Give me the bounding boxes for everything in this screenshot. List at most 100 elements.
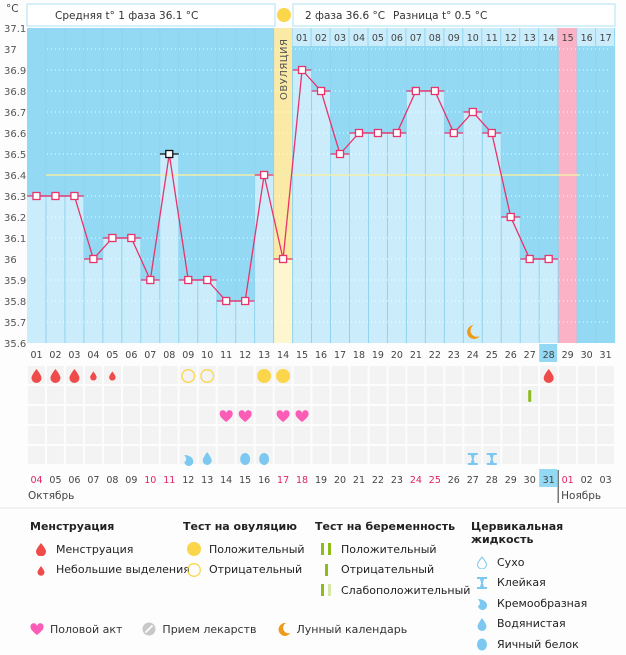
cycle-day-label: 13 bbox=[258, 350, 270, 361]
event-cell bbox=[521, 426, 539, 444]
menstruation-icon bbox=[69, 369, 80, 383]
event-cell bbox=[84, 386, 102, 404]
ovulation-test-positive-icon bbox=[257, 369, 272, 383]
cycle-day-label: 21 bbox=[410, 350, 422, 361]
event-cell bbox=[103, 426, 121, 444]
legend-title: Тест на овуляцию bbox=[183, 520, 297, 533]
pregnancy-test-negative-icon bbox=[528, 390, 532, 402]
event-cell bbox=[540, 386, 558, 404]
post-ovulation-day-cell bbox=[387, 28, 406, 46]
event-cell bbox=[141, 366, 159, 384]
calendar-date-label: 26 bbox=[448, 475, 460, 486]
event-cell bbox=[369, 406, 387, 424]
temp-bar bbox=[254, 175, 274, 343]
post-ovulation-day-label: 09 bbox=[448, 33, 460, 44]
legend-label: Слабоположительный bbox=[341, 583, 471, 597]
calendar-date-label: 23 bbox=[391, 475, 403, 486]
event-cell bbox=[28, 446, 45, 464]
legend-item-moon: Лунный календарь bbox=[277, 622, 407, 636]
bbt-chart: Средняя t° 1 фаза 36.1 °C 2 фаза 36.6 °C Р… bbox=[0, 3, 626, 509]
event-cell bbox=[198, 406, 216, 424]
event-cell bbox=[578, 426, 596, 444]
legend-label: Кремообразная bbox=[497, 596, 588, 610]
cycle-day-label: 01 bbox=[30, 350, 42, 361]
ovulation-test-positive-icon bbox=[276, 369, 291, 383]
event-cell bbox=[597, 366, 615, 384]
temp-point bbox=[241, 296, 250, 306]
post-ovulation-day-label: 17 bbox=[600, 33, 612, 44]
current-day-highlight bbox=[539, 344, 558, 362]
event-cell bbox=[103, 446, 121, 464]
calendar-date-label: 18 bbox=[296, 475, 308, 486]
event-cell bbox=[350, 446, 368, 464]
post-ovulation-day-label: 08 bbox=[429, 33, 441, 44]
event-cell bbox=[559, 366, 577, 384]
cycle-day-label: 05 bbox=[106, 350, 118, 361]
calendar-date-label: 02 bbox=[581, 475, 593, 486]
temp-point bbox=[146, 275, 155, 285]
post-ovulation-day-label: 05 bbox=[372, 33, 384, 44]
event-cell bbox=[559, 426, 577, 444]
y-tick-label: 37 bbox=[4, 45, 17, 56]
legend-menstruation: Менструация Менструация Небольшие выделе… bbox=[30, 520, 190, 580]
today-highlight bbox=[539, 469, 558, 487]
temp-point bbox=[449, 128, 458, 138]
event-cell bbox=[388, 386, 406, 404]
event-cell bbox=[388, 366, 406, 384]
legend-label: Отрицательный bbox=[209, 563, 303, 577]
event-cell bbox=[141, 446, 159, 464]
cycle-day-label: 11 bbox=[220, 350, 232, 361]
event-cell bbox=[445, 426, 463, 444]
cycle-day-label: 31 bbox=[600, 350, 612, 361]
cycle-day-label: 24 bbox=[467, 350, 479, 361]
post-ovulation-day-cell bbox=[520, 28, 539, 46]
event-cell bbox=[483, 386, 501, 404]
temp-point bbox=[430, 86, 440, 96]
event-cell bbox=[84, 426, 102, 444]
temp-bar bbox=[292, 70, 312, 343]
event-cell bbox=[293, 446, 311, 464]
event-cell bbox=[255, 386, 273, 404]
event-cell bbox=[141, 426, 159, 444]
egg-white-fluid-icon bbox=[240, 453, 251, 465]
event-cell bbox=[217, 366, 235, 384]
calendar-date-label: 30 bbox=[524, 475, 536, 486]
y-tick-label: 36.5 bbox=[4, 150, 26, 161]
post-ovulation-day-cell bbox=[425, 28, 444, 46]
temp-bar bbox=[501, 217, 521, 343]
y-tick-label: 36.4 bbox=[4, 171, 26, 182]
post-ovulation-day-label: 15 bbox=[562, 33, 574, 44]
event-cell bbox=[122, 426, 140, 444]
event-cell bbox=[160, 446, 178, 464]
event-cell bbox=[103, 386, 121, 404]
calendar-date-label: 12 bbox=[182, 475, 194, 486]
event-cell bbox=[407, 386, 425, 404]
event-cell bbox=[312, 386, 330, 404]
event-cell bbox=[464, 386, 482, 404]
header-phase2-box bbox=[292, 3, 616, 27]
calendar-date-label: 08 bbox=[106, 475, 118, 486]
egg-white-icon bbox=[471, 637, 493, 651]
post-ovulation-day-cell bbox=[311, 28, 330, 46]
y-tick-label: 35.7 bbox=[4, 318, 26, 329]
calendar-date-label: 21 bbox=[353, 475, 365, 486]
event-cell bbox=[160, 386, 178, 404]
event-cell bbox=[255, 406, 273, 424]
temp-point bbox=[373, 128, 383, 138]
calendar-date-label: 28 bbox=[486, 475, 498, 486]
post-ovulation-day-label: 12 bbox=[505, 33, 517, 44]
calendar-date-label: 22 bbox=[372, 475, 384, 486]
event-cell bbox=[198, 426, 216, 444]
moon-icon bbox=[277, 622, 291, 636]
temp-point bbox=[544, 254, 553, 264]
legend-label: Прием лекарств bbox=[162, 622, 257, 636]
ovulation-negative-icon bbox=[183, 562, 205, 578]
temp-bar bbox=[330, 154, 350, 343]
cycle-day-label: 09 bbox=[182, 350, 194, 361]
temp-bar bbox=[83, 259, 103, 343]
cycle-day-label: 20 bbox=[391, 350, 403, 361]
event-cell bbox=[502, 426, 520, 444]
event-cell bbox=[65, 426, 83, 444]
calendar-date-label: 17 bbox=[277, 475, 289, 486]
legend-title: Менструация bbox=[30, 520, 115, 533]
